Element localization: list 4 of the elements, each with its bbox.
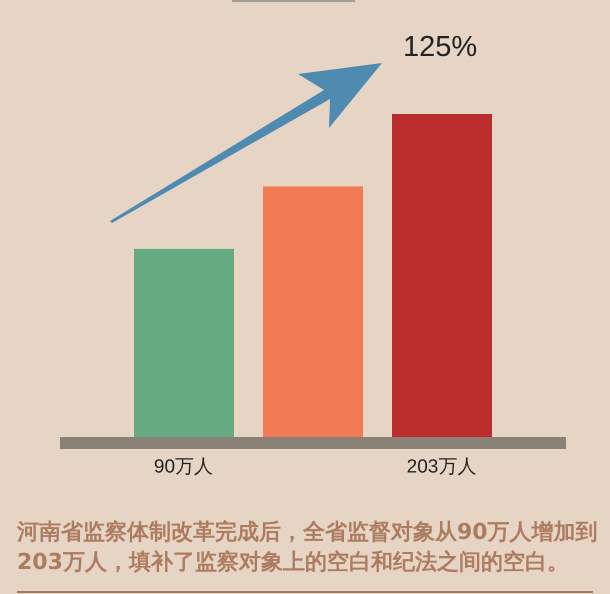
x-tick-label: 203万人 (406, 456, 476, 478)
x-tick-label: 90万人 (154, 456, 214, 478)
text: 125% (403, 31, 478, 64)
text: 河南省监察体制改革完成后，全省监督对象从90万人增加到203万人，填补了监察对象上的空白和纪法之间的空白。 (17, 518, 599, 577)
